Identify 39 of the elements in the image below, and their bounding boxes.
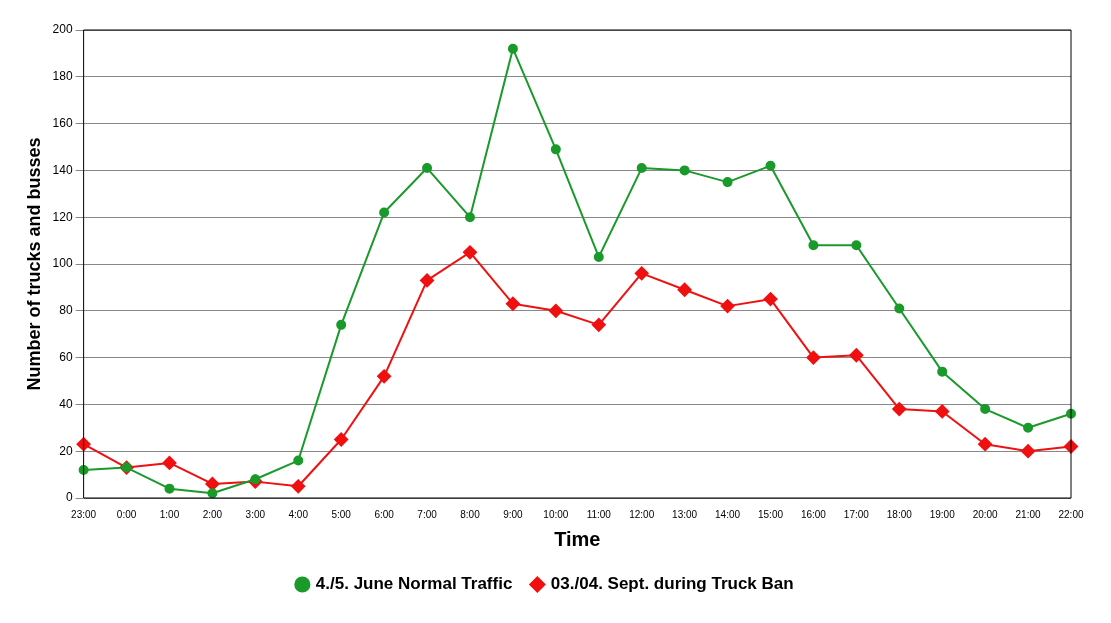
x-tick-label: 6:00: [374, 508, 395, 520]
y-tick-label: 60: [59, 349, 73, 364]
x-tick-label: 16:00: [800, 508, 827, 520]
x-tick-label: 7:00: [417, 508, 438, 520]
x-tick-label: 12:00: [629, 508, 655, 520]
x-tick-label: 14:00: [715, 508, 741, 520]
y-tick-label: 120: [52, 209, 73, 224]
x-tick-label: 18:00: [886, 508, 913, 520]
x-axis-title: Time: [554, 527, 601, 550]
y-tick-label: 180: [52, 69, 73, 84]
x-tick-label: 3:00: [245, 508, 266, 520]
x-tick-label: 9:00: [503, 508, 524, 520]
y-tick-label: 160: [52, 115, 73, 130]
legend-label: 4./5. June Normal Traffic: [315, 574, 513, 594]
y-axis-title: Number of trucks and busses: [23, 137, 44, 391]
x-tick-label: 22:00: [1058, 508, 1084, 520]
x-tick-label: 1:00: [159, 508, 180, 520]
y-tick-label: 100: [52, 256, 73, 271]
x-tick-label: 13:00: [672, 508, 698, 520]
x-tick-label: 20:00: [972, 508, 999, 520]
y-tick-label: 20: [59, 443, 73, 458]
y-tick-label: 200: [52, 22, 73, 37]
y-tick-label: 140: [52, 162, 73, 177]
x-tick-label: 4:00: [288, 508, 309, 520]
x-tick-label: 15:00: [757, 508, 784, 520]
x-tick-label: 8:00: [460, 508, 481, 520]
x-tick-label: 21:00: [1015, 508, 1042, 520]
x-tick-label: 19:00: [929, 508, 956, 520]
y-tick-label: 80: [59, 303, 73, 318]
y-tick-label: 40: [59, 396, 73, 411]
x-tick-label: 5:00: [331, 508, 352, 520]
x-tick-label: 11:00: [586, 508, 612, 520]
y-tick-label: 0: [65, 490, 73, 505]
x-tick-label: 10:00: [543, 508, 569, 520]
x-tick-label: 2:00: [202, 508, 223, 520]
legend-label: 03./04. Sept. during Truck Ban: [550, 574, 794, 594]
x-tick-label: 0:00: [116, 508, 137, 520]
x-tick-label: 17:00: [843, 508, 870, 520]
x-tick-label: 23:00: [71, 508, 97, 520]
